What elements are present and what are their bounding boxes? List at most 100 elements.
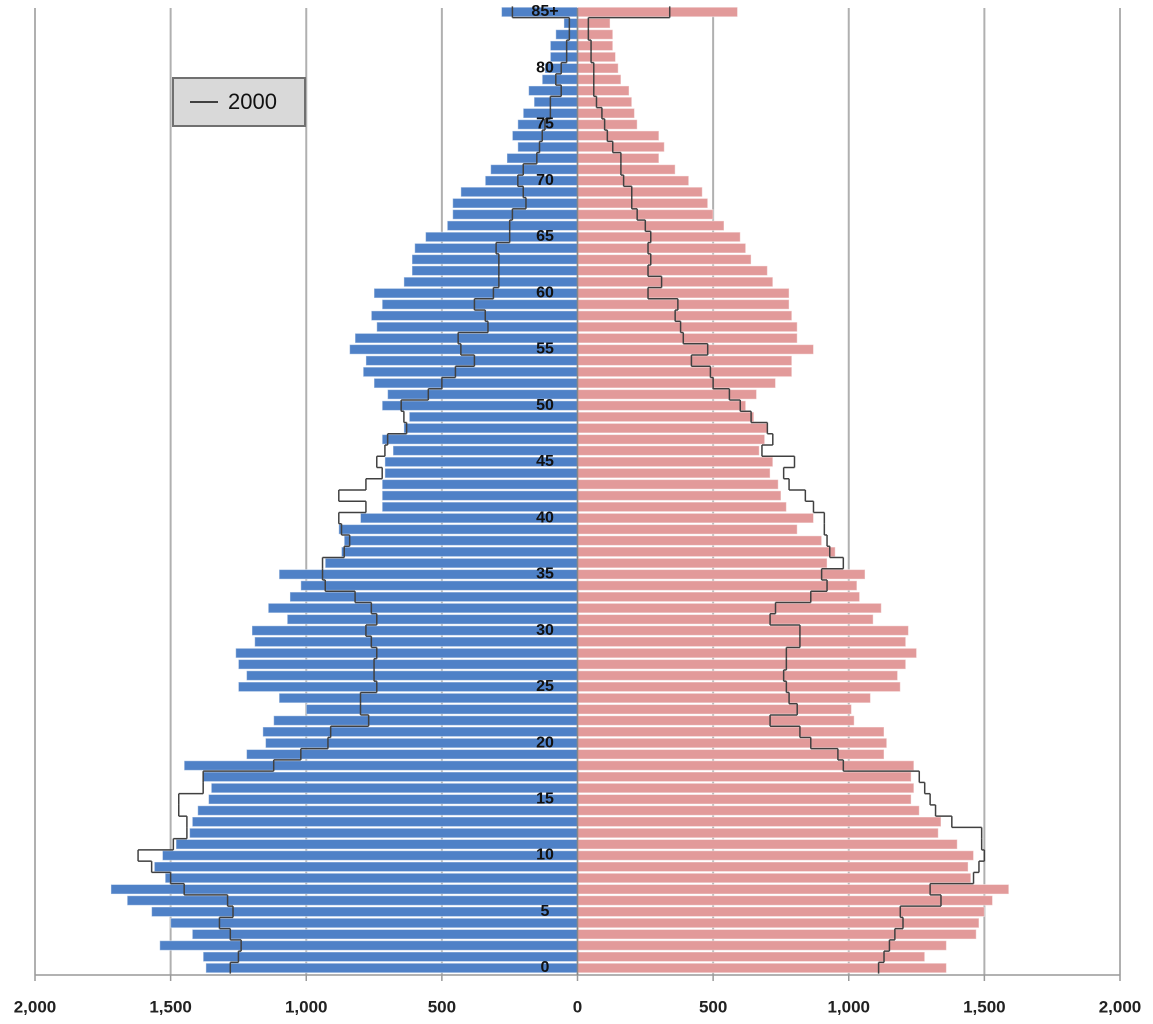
bar: [577, 839, 958, 850]
bar: [577, 546, 836, 558]
bar: [577, 467, 771, 479]
x-tick-label: 500: [428, 997, 456, 1016]
bar: [175, 839, 579, 850]
bar: [577, 344, 814, 355]
bar: [577, 501, 787, 513]
bar: [577, 287, 790, 299]
bar: [577, 850, 975, 861]
y-tick-label: 15: [536, 791, 554, 808]
bar: [246, 670, 578, 681]
bar: [577, 242, 747, 254]
bar: [490, 164, 579, 175]
y-tick-label: 60: [536, 284, 554, 301]
bar: [577, 602, 882, 614]
bar: [577, 681, 901, 693]
bar: [577, 62, 619, 74]
bar: [577, 96, 633, 108]
y-tick-label: 5: [541, 903, 550, 920]
bar: [577, 557, 828, 569]
bar: [577, 636, 907, 648]
bar: [205, 962, 578, 974]
bar: [577, 895, 994, 906]
x-tick-label: 1,500: [963, 997, 1006, 1016]
x-tick-label: 500: [699, 997, 727, 1016]
bar: [577, 726, 885, 738]
bar: [577, 377, 777, 389]
bar: [577, 265, 768, 276]
bar: [278, 569, 578, 580]
bar: [577, 175, 690, 186]
bar: [362, 366, 578, 378]
y-tick-label: 0: [541, 959, 550, 976]
x-tick-label: 2,000: [1099, 997, 1142, 1016]
y-tick-label: 45: [536, 453, 554, 470]
bar: [577, 805, 920, 816]
bar: [110, 883, 578, 895]
bar: [153, 861, 578, 873]
bar: [577, 220, 725, 231]
bar: [267, 602, 578, 614]
bar: [577, 883, 1010, 895]
bar: [577, 119, 638, 130]
bar: [577, 85, 630, 97]
bar: [577, 940, 947, 951]
bar: [577, 332, 798, 344]
bar: [577, 299, 790, 310]
bar: [191, 928, 578, 940]
legend-label: 2000: [228, 89, 277, 114]
bar: [549, 51, 578, 63]
bar: [159, 940, 578, 951]
bar: [577, 456, 774, 468]
bar: [577, 760, 915, 771]
y-tick-label: 55: [536, 341, 554, 358]
bar: [577, 6, 739, 18]
bar: [403, 422, 578, 434]
bar: [126, 895, 578, 906]
bar: [197, 805, 578, 816]
bar: [273, 715, 578, 726]
bar: [577, 29, 614, 40]
bar: [577, 737, 888, 749]
bar: [151, 906, 578, 918]
x-tick-label: 1,500: [149, 997, 192, 1016]
y-tick-label: 25: [536, 678, 554, 695]
bar: [577, 479, 779, 490]
bar: [577, 445, 760, 456]
bar: [577, 152, 660, 164]
bar: [289, 591, 578, 603]
bar: [577, 400, 747, 411]
bar: [246, 749, 578, 760]
bar: [577, 625, 909, 636]
bar: [577, 872, 972, 884]
y-tick-label: 75: [536, 116, 554, 133]
bar: [555, 29, 578, 40]
bar: [577, 928, 977, 940]
bar: [251, 625, 578, 636]
bar: [577, 535, 823, 546]
bar: [577, 40, 614, 52]
bar: [237, 659, 578, 670]
bar: [577, 614, 874, 625]
bar: [577, 411, 755, 423]
bar: [373, 377, 578, 389]
x-tick-label: 2,000: [14, 997, 57, 1016]
bar: [577, 951, 926, 963]
bar: [577, 827, 939, 839]
bar: [376, 321, 578, 333]
bar: [425, 231, 578, 243]
bar: [305, 704, 578, 715]
bar: [577, 51, 616, 63]
x-tick-label: 1,000: [285, 997, 328, 1016]
bar: [577, 197, 709, 209]
bar: [237, 681, 578, 693]
bar: [577, 962, 947, 974]
bar: [577, 130, 660, 141]
x-tick-label: 0: [573, 997, 582, 1016]
legend: 2000: [172, 77, 306, 127]
bar: [411, 265, 578, 276]
bar: [164, 872, 578, 884]
bar: [577, 231, 741, 243]
y-tick-label: 30: [536, 622, 554, 639]
